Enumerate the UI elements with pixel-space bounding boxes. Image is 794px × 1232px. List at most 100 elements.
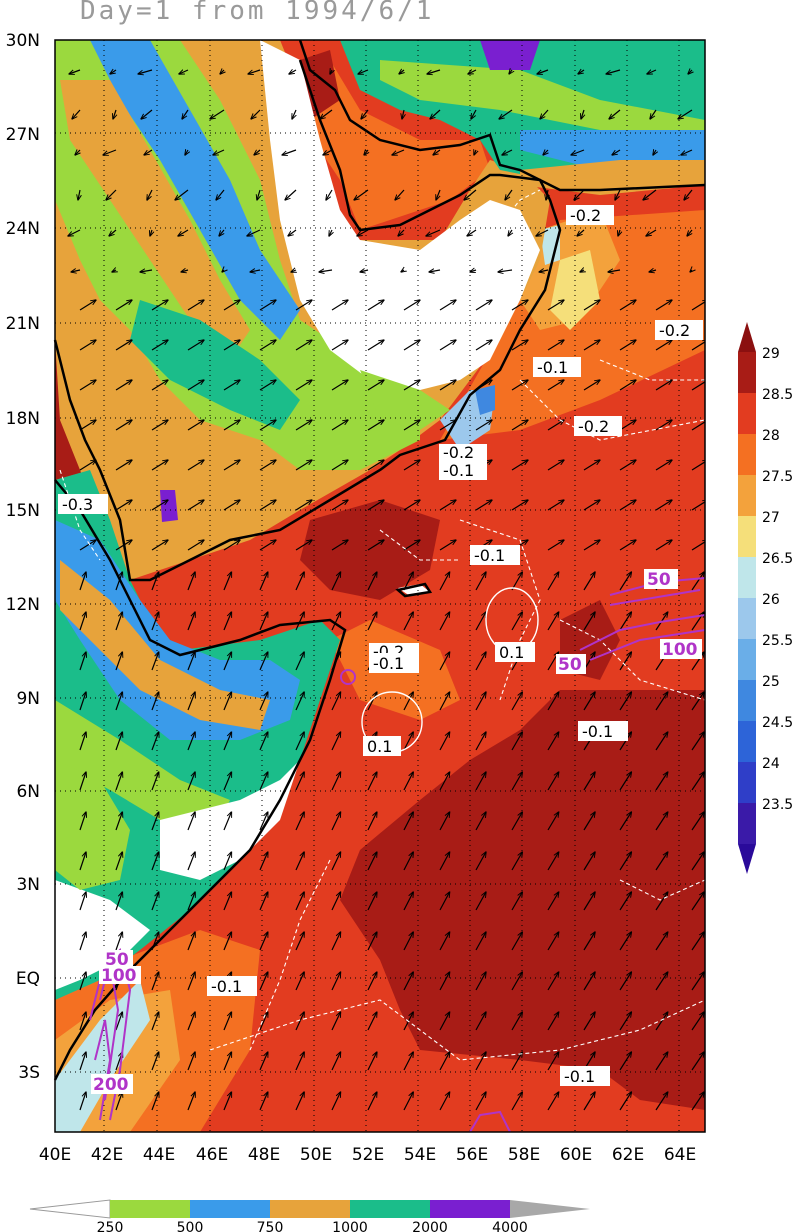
wind-arrow — [395, 189, 405, 200]
wind-arrow — [223, 772, 231, 791]
svg-text:-0.1: -0.1 — [443, 461, 474, 480]
lat-label: 15N — [6, 501, 40, 521]
wind-arrow — [474, 150, 476, 155]
wind-arrow — [364, 150, 368, 155]
lon-label: 44E — [143, 1145, 175, 1165]
wind-arrow — [583, 380, 600, 391]
wind-arrow — [151, 540, 168, 551]
wind-arrow — [295, 460, 312, 471]
wind-arrow — [655, 1052, 668, 1071]
wind-arrow — [470, 270, 477, 272]
wind-arrow — [403, 300, 420, 311]
wind-arrow — [151, 380, 168, 391]
wind-arrow — [583, 300, 600, 311]
wind-arrow — [547, 572, 559, 591]
wind-arrow — [618, 229, 620, 236]
wind-arrow — [223, 932, 231, 951]
wind-arrow — [655, 380, 672, 391]
colorbar-label: 27.5 — [762, 469, 793, 485]
wind-arrow — [691, 500, 705, 511]
wind-arrow — [439, 540, 456, 551]
wind-arrow — [619, 1012, 631, 1031]
wind-arrow — [403, 572, 413, 591]
wind-arrow — [691, 892, 704, 911]
wind-arrow — [115, 500, 132, 511]
wind-arrow — [475, 1052, 486, 1071]
wind-arrow — [691, 652, 704, 671]
wind-arrow — [439, 380, 456, 391]
colorbar-swatch — [738, 434, 756, 475]
svg-text:50: 50 — [105, 950, 129, 970]
wind-arrow — [508, 229, 512, 236]
wind-arrow — [367, 852, 377, 871]
wind-arrow — [175, 189, 189, 200]
wind-arrow — [619, 460, 636, 471]
wind-arrow — [398, 229, 405, 236]
wind-arrow — [574, 189, 585, 200]
wind-arrow — [187, 972, 195, 991]
wind-arrow — [115, 1012, 122, 1031]
lon-label: 46E — [196, 1145, 228, 1165]
wind-arrow — [392, 149, 405, 155]
wind-arrow — [655, 732, 668, 751]
wind-arrow — [151, 1052, 159, 1071]
wind-arrow — [79, 460, 96, 471]
wind-arrow — [367, 892, 377, 911]
wind-arrow — [259, 340, 276, 351]
wind-arrow — [619, 972, 631, 991]
wind-arrow — [259, 1092, 268, 1111]
wind-arrow — [655, 852, 668, 871]
wind-arrow — [295, 540, 312, 551]
contour-label: -0.1 — [578, 721, 628, 741]
wind-arrow — [295, 572, 304, 591]
wind-arrow — [399, 70, 404, 74]
wind-arrow — [403, 500, 420, 511]
wind-arrow — [182, 109, 189, 119]
contour-label: -0.1 — [533, 357, 581, 377]
wind-arrow — [295, 892, 304, 911]
wind-arrow — [655, 500, 672, 511]
wind-arrow — [547, 460, 564, 471]
wind-arrow — [79, 300, 96, 311]
wind-arrow — [619, 612, 631, 631]
lat-label: 9N — [16, 689, 40, 709]
wind-arrow — [358, 70, 369, 74]
wind-arrow — [223, 852, 231, 871]
colorbar-end-triangle — [510, 1200, 590, 1218]
lat-label: 3N — [16, 875, 40, 895]
wind-arrow — [115, 572, 122, 591]
wind-arrow — [403, 772, 413, 791]
colorbar-swatch — [738, 803, 756, 844]
wind-arrow — [403, 612, 413, 631]
wind-arrow — [475, 1012, 486, 1031]
contour-label: 0.1 — [363, 736, 401, 756]
wind-arrow — [79, 972, 86, 991]
wind-arrow — [401, 270, 404, 272]
wind-arrow — [655, 540, 672, 551]
purple-label: 100 — [99, 966, 141, 986]
wind-vectors — [68, 70, 705, 1111]
wind-arrow — [403, 380, 420, 391]
wind-arrow — [367, 812, 377, 831]
wind-arrow — [259, 932, 268, 951]
wind-arrow — [439, 812, 450, 831]
wind-arrow — [187, 852, 195, 871]
wind-arrow — [502, 149, 513, 155]
wind-arrow — [292, 109, 296, 119]
wind-arrow — [259, 972, 268, 991]
wind-arrow — [403, 420, 420, 431]
svg-text:-0.1: -0.1 — [564, 1067, 595, 1086]
wind-arrow — [655, 1012, 668, 1031]
lon-label: 64E — [664, 1145, 696, 1165]
wind-arrow — [691, 1092, 704, 1111]
wind-arrow — [547, 1052, 559, 1071]
wind-arrow — [151, 852, 159, 871]
purple-label: 50 — [644, 569, 678, 590]
wind-arrow — [547, 892, 559, 911]
wind-arrow — [691, 540, 705, 551]
wind-arrow — [331, 732, 341, 751]
wind-arrow — [583, 892, 595, 911]
svg-text:-0.2: -0.2 — [659, 321, 690, 340]
wind-arrow — [223, 380, 240, 391]
